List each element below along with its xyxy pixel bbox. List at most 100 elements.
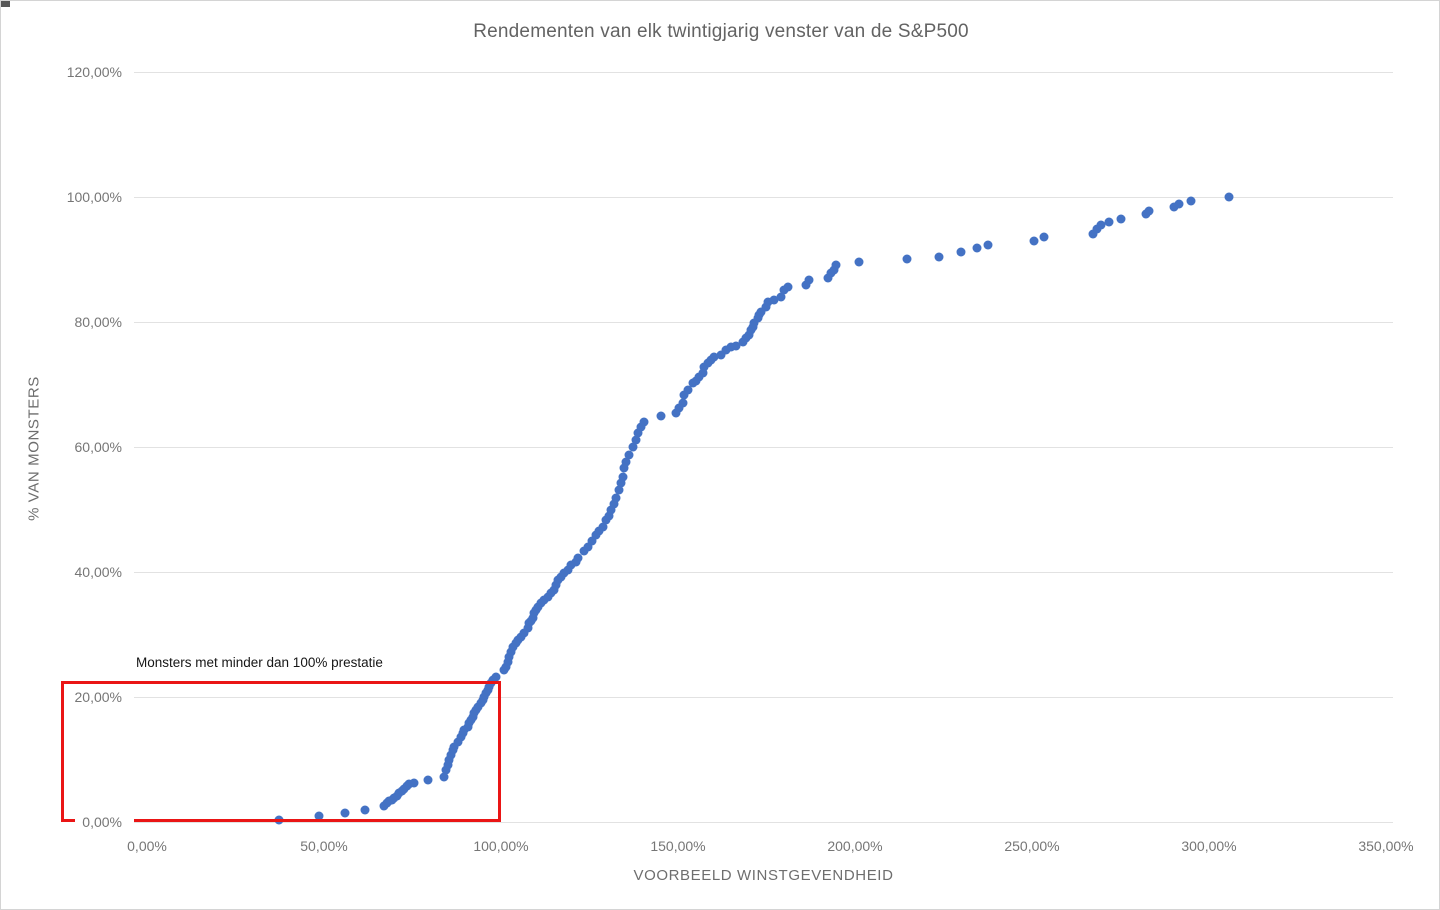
y-tick-label: 120,00% xyxy=(66,64,122,80)
data-point xyxy=(573,553,583,563)
plot-area xyxy=(134,72,1393,824)
data-point xyxy=(609,499,619,509)
data-point xyxy=(619,463,629,473)
data-point xyxy=(769,295,779,305)
data-point xyxy=(679,390,689,400)
x-tick-label: 150,00% xyxy=(650,838,706,854)
data-point xyxy=(1224,192,1234,202)
x-tick-label: 50,00% xyxy=(300,838,348,854)
data-point xyxy=(601,515,611,525)
data-point xyxy=(694,372,704,382)
data-point xyxy=(606,505,616,515)
data-point xyxy=(716,350,726,360)
data-point xyxy=(539,595,549,605)
data-point xyxy=(1096,220,1106,230)
data-point xyxy=(1169,202,1179,212)
y-tick-label: 100,00% xyxy=(66,189,122,205)
data-point xyxy=(506,647,516,657)
corner-mark xyxy=(1,1,10,7)
data-point xyxy=(1039,232,1049,242)
gridline xyxy=(134,322,1393,323)
data-point xyxy=(761,302,771,312)
data-point xyxy=(566,560,576,570)
data-point xyxy=(501,662,511,672)
data-point xyxy=(591,530,601,540)
data-point xyxy=(583,542,593,552)
data-point xyxy=(551,580,561,590)
y-tick-label: 60,00% xyxy=(74,439,122,455)
gridline xyxy=(134,447,1393,448)
data-point xyxy=(756,307,766,317)
data-point xyxy=(934,252,944,262)
data-point xyxy=(404,779,414,789)
data-point xyxy=(721,345,731,355)
data-point xyxy=(829,265,839,275)
data-point xyxy=(779,285,789,295)
data-point xyxy=(444,755,454,765)
data-point xyxy=(616,478,626,488)
data-point xyxy=(409,778,419,788)
data-point xyxy=(631,435,641,445)
data-point xyxy=(1116,214,1126,224)
x-axis-title: VOORBEELD WINSTGEVENDHEID xyxy=(633,867,894,884)
data-point xyxy=(423,775,433,785)
gridline xyxy=(134,572,1393,573)
data-point xyxy=(611,493,621,503)
data-point xyxy=(763,297,773,307)
data-point xyxy=(449,742,459,752)
data-point xyxy=(783,282,793,292)
data-point xyxy=(604,511,614,521)
data-point xyxy=(731,341,741,351)
data-point xyxy=(618,472,628,482)
y-tick-label: 20,00% xyxy=(74,689,122,705)
data-point xyxy=(1174,199,1184,209)
data-point xyxy=(801,280,811,290)
data-point xyxy=(523,623,533,633)
data-point xyxy=(628,442,638,452)
data-point xyxy=(519,628,529,638)
data-point xyxy=(549,585,559,595)
data-point xyxy=(1144,206,1154,216)
data-point xyxy=(744,330,754,340)
highlight-box-bottom-line xyxy=(134,819,501,822)
gridline xyxy=(134,72,1393,73)
gridline xyxy=(134,822,1393,823)
data-point xyxy=(726,342,736,352)
data-point xyxy=(598,522,608,532)
data-point xyxy=(709,352,719,362)
y-tick-label: 0,00% xyxy=(82,814,122,830)
data-point xyxy=(1104,217,1114,227)
x-tick-label: 200,00% xyxy=(827,838,883,854)
gridline xyxy=(134,697,1393,698)
data-point xyxy=(614,485,624,495)
data-point xyxy=(1088,229,1098,239)
data-point xyxy=(624,450,634,460)
data-point xyxy=(1029,236,1039,246)
chart-title: Rendementen van elk twintigjarig venster… xyxy=(473,21,969,42)
data-point xyxy=(683,385,693,395)
y-axis-title: % VAN MONSTERS xyxy=(25,376,43,521)
data-point xyxy=(587,536,597,546)
x-tick-label: 300,00% xyxy=(1181,838,1237,854)
data-point xyxy=(983,240,993,250)
data-point xyxy=(671,408,681,418)
annotation-label: Monsters met minder dan 100% prestatie xyxy=(136,655,383,670)
gridline xyxy=(134,197,1393,198)
data-point xyxy=(563,565,573,575)
x-tick-label: 350,00% xyxy=(1358,838,1414,854)
x-tick-label: 0,00% xyxy=(127,838,167,854)
data-point xyxy=(674,403,684,413)
data-point xyxy=(636,422,646,432)
data-point xyxy=(503,657,513,667)
y-tick-label: 40,00% xyxy=(74,564,122,580)
data-point xyxy=(314,811,324,821)
data-point xyxy=(528,613,538,623)
data-point xyxy=(831,260,841,270)
data-point xyxy=(804,275,814,285)
data-point xyxy=(504,652,514,662)
data-point xyxy=(776,292,786,302)
data-point xyxy=(1186,196,1196,206)
data-point xyxy=(594,526,604,536)
data-point xyxy=(972,243,982,253)
